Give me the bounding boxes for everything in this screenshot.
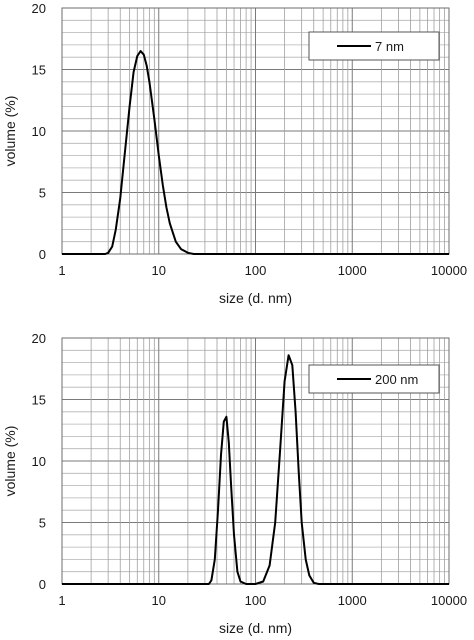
y-tick-label: 0 [39,577,46,592]
y-tick-label: 5 [39,516,46,531]
y-tick-label: 5 [39,186,46,201]
x-tick-label: 10000 [431,593,467,608]
x-tick-label: 100 [245,593,267,608]
legend-label: 7 nm [375,39,404,54]
y-tick-label: 20 [32,1,46,16]
legend: 7 nm [308,31,440,61]
y-axis-label: volume (%) [2,426,18,497]
y-tick-label: 10 [32,124,46,139]
x-tick-label: 10 [152,263,166,278]
legend-box [308,364,440,394]
x-tick-label: 1 [58,593,65,608]
legend: 200 nm [308,364,440,394]
x-tick-label: 1000 [338,593,367,608]
series-line-1 [62,50,449,255]
y-tick-label: 10 [32,454,46,469]
chart-panel-2: 0 5 10 15 20 1 10 100 1000 10000 size (d. nm) volum… [2,331,467,636]
series-line-1 [62,354,449,585]
y-tick-label: 0 [39,247,46,262]
x-axis-label: size (d. nm) [219,290,292,306]
y-tick-label: 20 [32,331,46,346]
legend-box [308,31,440,61]
x-tick-label: 1 [58,263,65,278]
legend-label: 200 nm [375,372,418,387]
y-tick-label: 15 [32,63,46,78]
y-tick-label: 15 [32,393,46,408]
x-tick-label: 100 [245,263,267,278]
x-tick-label: 10000 [431,263,467,278]
x-tick-label: 1000 [338,263,367,278]
x-tick-label: 10 [152,593,166,608]
x-axis-label: size (d. nm) [219,620,292,636]
y-axis-label: volume (%) [2,96,18,167]
chart-panel-1: 0 5 10 15 20 1 10 100 1000 10000 size (d. nm) volum… [2,1,467,306]
